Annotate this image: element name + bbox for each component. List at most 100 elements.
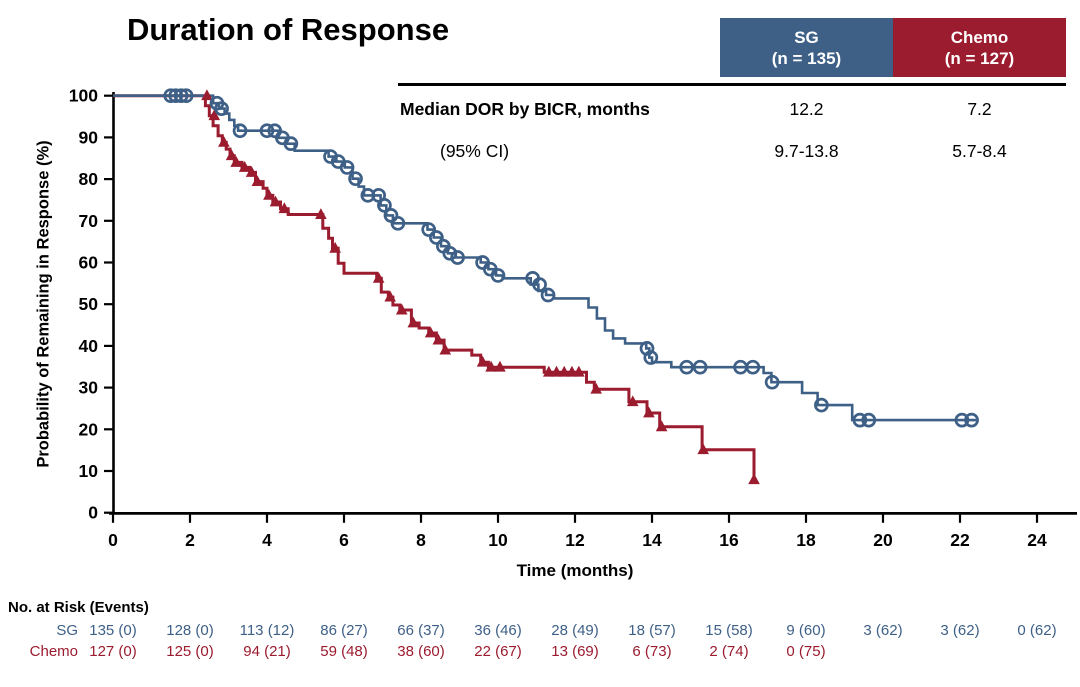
y-tick-label: 40 xyxy=(79,336,99,356)
censor-circle-icon xyxy=(490,268,506,283)
x-tick-label: 0 xyxy=(108,530,118,550)
censor-circle-icon xyxy=(348,171,363,187)
risk-value: 15 (58) xyxy=(705,622,753,639)
x-axis-ticks: 0 2 4 6 8 10 12 14 16 18 20 22 24 xyxy=(108,513,1047,550)
y-tick-label: 80 xyxy=(79,169,99,189)
censor-triangle-icon xyxy=(238,161,251,172)
censor-triangle-icon xyxy=(439,343,452,355)
censor-triangle-icon xyxy=(590,382,602,394)
censor-circle-icon xyxy=(283,136,299,152)
risk-row-label-chemo: Chemo xyxy=(29,643,78,660)
censor-circle-icon xyxy=(745,359,761,375)
risk-value: 94 (21) xyxy=(243,643,291,660)
y-tick-label: 20 xyxy=(79,419,99,439)
censor-triangle-icon xyxy=(558,365,571,377)
censor-triangle-icon xyxy=(263,188,275,200)
y-axis-label: Probability of Remaining in Response (%) xyxy=(34,140,53,468)
risk-value: 66 (37) xyxy=(397,622,445,639)
censor-triangle-icon xyxy=(476,355,489,367)
censor-circle-icon xyxy=(861,412,877,428)
censor-triangle-icon xyxy=(655,420,668,432)
risk-value: 0 (62) xyxy=(1017,622,1057,639)
censor-triangle-icon xyxy=(573,365,585,377)
censor-circle-icon xyxy=(214,101,229,116)
y-tick-label: 100 xyxy=(69,86,98,106)
censor-triangle-icon xyxy=(543,365,555,377)
censor-circle-icon xyxy=(954,412,970,428)
censor-triangle-icon xyxy=(384,290,396,302)
risk-value: 113 (12) xyxy=(239,622,295,639)
y-tick-label: 50 xyxy=(79,294,99,314)
risk-value: 18 (57) xyxy=(628,622,676,639)
ci-row-label: (95% CI) xyxy=(440,141,510,161)
censor-triangle-icon xyxy=(372,271,385,283)
censor-triangle-icon xyxy=(643,406,655,418)
censor-triangle-icon xyxy=(748,473,760,485)
censor-triangle-icon xyxy=(494,360,506,372)
x-tick-label: 20 xyxy=(873,530,893,550)
summary-header-chemo-n: (n = 127) xyxy=(944,48,1015,68)
risk-value: 59 (48) xyxy=(320,643,368,660)
x-tick-label: 2 xyxy=(185,530,195,550)
summary-header-sg-n: (n = 135) xyxy=(771,48,842,68)
censor-triangle-icon xyxy=(424,326,437,338)
risk-value: 3 (62) xyxy=(940,622,980,639)
risk-value: 0 (75) xyxy=(786,643,826,660)
chemo-km-line xyxy=(113,94,757,482)
risk-value: 125 (0) xyxy=(166,643,214,660)
censor-circle-icon xyxy=(429,230,444,245)
x-tick-label: 22 xyxy=(950,530,970,550)
censor-triangle-icon xyxy=(697,443,710,455)
censor-circle-icon xyxy=(442,245,458,261)
censor-triangle-icon xyxy=(278,202,291,214)
x-axis-label: Time (months) xyxy=(516,561,634,580)
risk-value: 9 (60) xyxy=(786,622,826,639)
y-tick-label: 60 xyxy=(79,253,99,273)
ci-value-sg: 9.7-13.8 xyxy=(774,141,839,161)
censor-circle-icon xyxy=(232,123,248,139)
censor-circle-icon xyxy=(390,215,406,231)
censor-circle-icon xyxy=(339,160,355,175)
censor-circle-icon xyxy=(450,250,465,265)
censor-circle-icon xyxy=(764,374,780,390)
risk-value: 127 (0) xyxy=(89,643,137,660)
median-row-label: Median DOR by BICR, months xyxy=(400,99,650,119)
censor-triangle-icon xyxy=(251,175,264,187)
x-tick-label: 6 xyxy=(339,530,349,550)
risk-value: 3 (62) xyxy=(863,622,903,639)
censor-triangle-icon xyxy=(395,303,408,315)
censor-circle-icon xyxy=(421,222,437,237)
x-tick-label: 12 xyxy=(565,530,585,550)
risk-value: 36 (46) xyxy=(474,622,522,639)
censor-triangle-icon xyxy=(269,195,282,207)
chemo-censor-marks xyxy=(201,89,760,485)
summary-table-top-rule xyxy=(398,83,1066,86)
y-tick-label: 0 xyxy=(88,503,98,523)
risk-value: 86 (27) xyxy=(320,622,368,639)
y-tick-label: 70 xyxy=(79,211,99,231)
censor-triangle-icon xyxy=(218,136,230,147)
censor-triangle-icon xyxy=(485,360,497,372)
risk-value: 2 (74) xyxy=(709,643,749,660)
x-tick-label: 24 xyxy=(1027,530,1047,550)
risk-value: 38 (60) xyxy=(397,643,445,660)
x-tick-label: 14 xyxy=(642,530,662,550)
median-value-sg: 12.2 xyxy=(789,99,824,119)
censor-triangle-icon xyxy=(315,208,327,219)
ci-value-chemo: 5.7-8.4 xyxy=(952,141,1007,161)
x-tick-label: 16 xyxy=(719,530,739,550)
y-tick-label: 90 xyxy=(79,127,99,147)
censor-triangle-icon xyxy=(626,395,639,407)
censor-circle-icon xyxy=(163,88,179,104)
y-axis-ticks: 0 10 20 30 40 50 60 70 80 90 100 xyxy=(69,86,113,523)
x-tick-label: 18 xyxy=(796,530,816,550)
summary-header-chemo: Chemo (n = 127) xyxy=(893,18,1066,77)
risk-value: 28 (49) xyxy=(551,622,599,639)
risk-table-title: No. at Risk (Events) xyxy=(8,599,149,616)
y-tick-label: 30 xyxy=(79,378,99,398)
censor-circle-icon xyxy=(168,88,184,104)
censor-circle-icon xyxy=(377,198,392,213)
censor-circle-icon xyxy=(173,88,189,104)
